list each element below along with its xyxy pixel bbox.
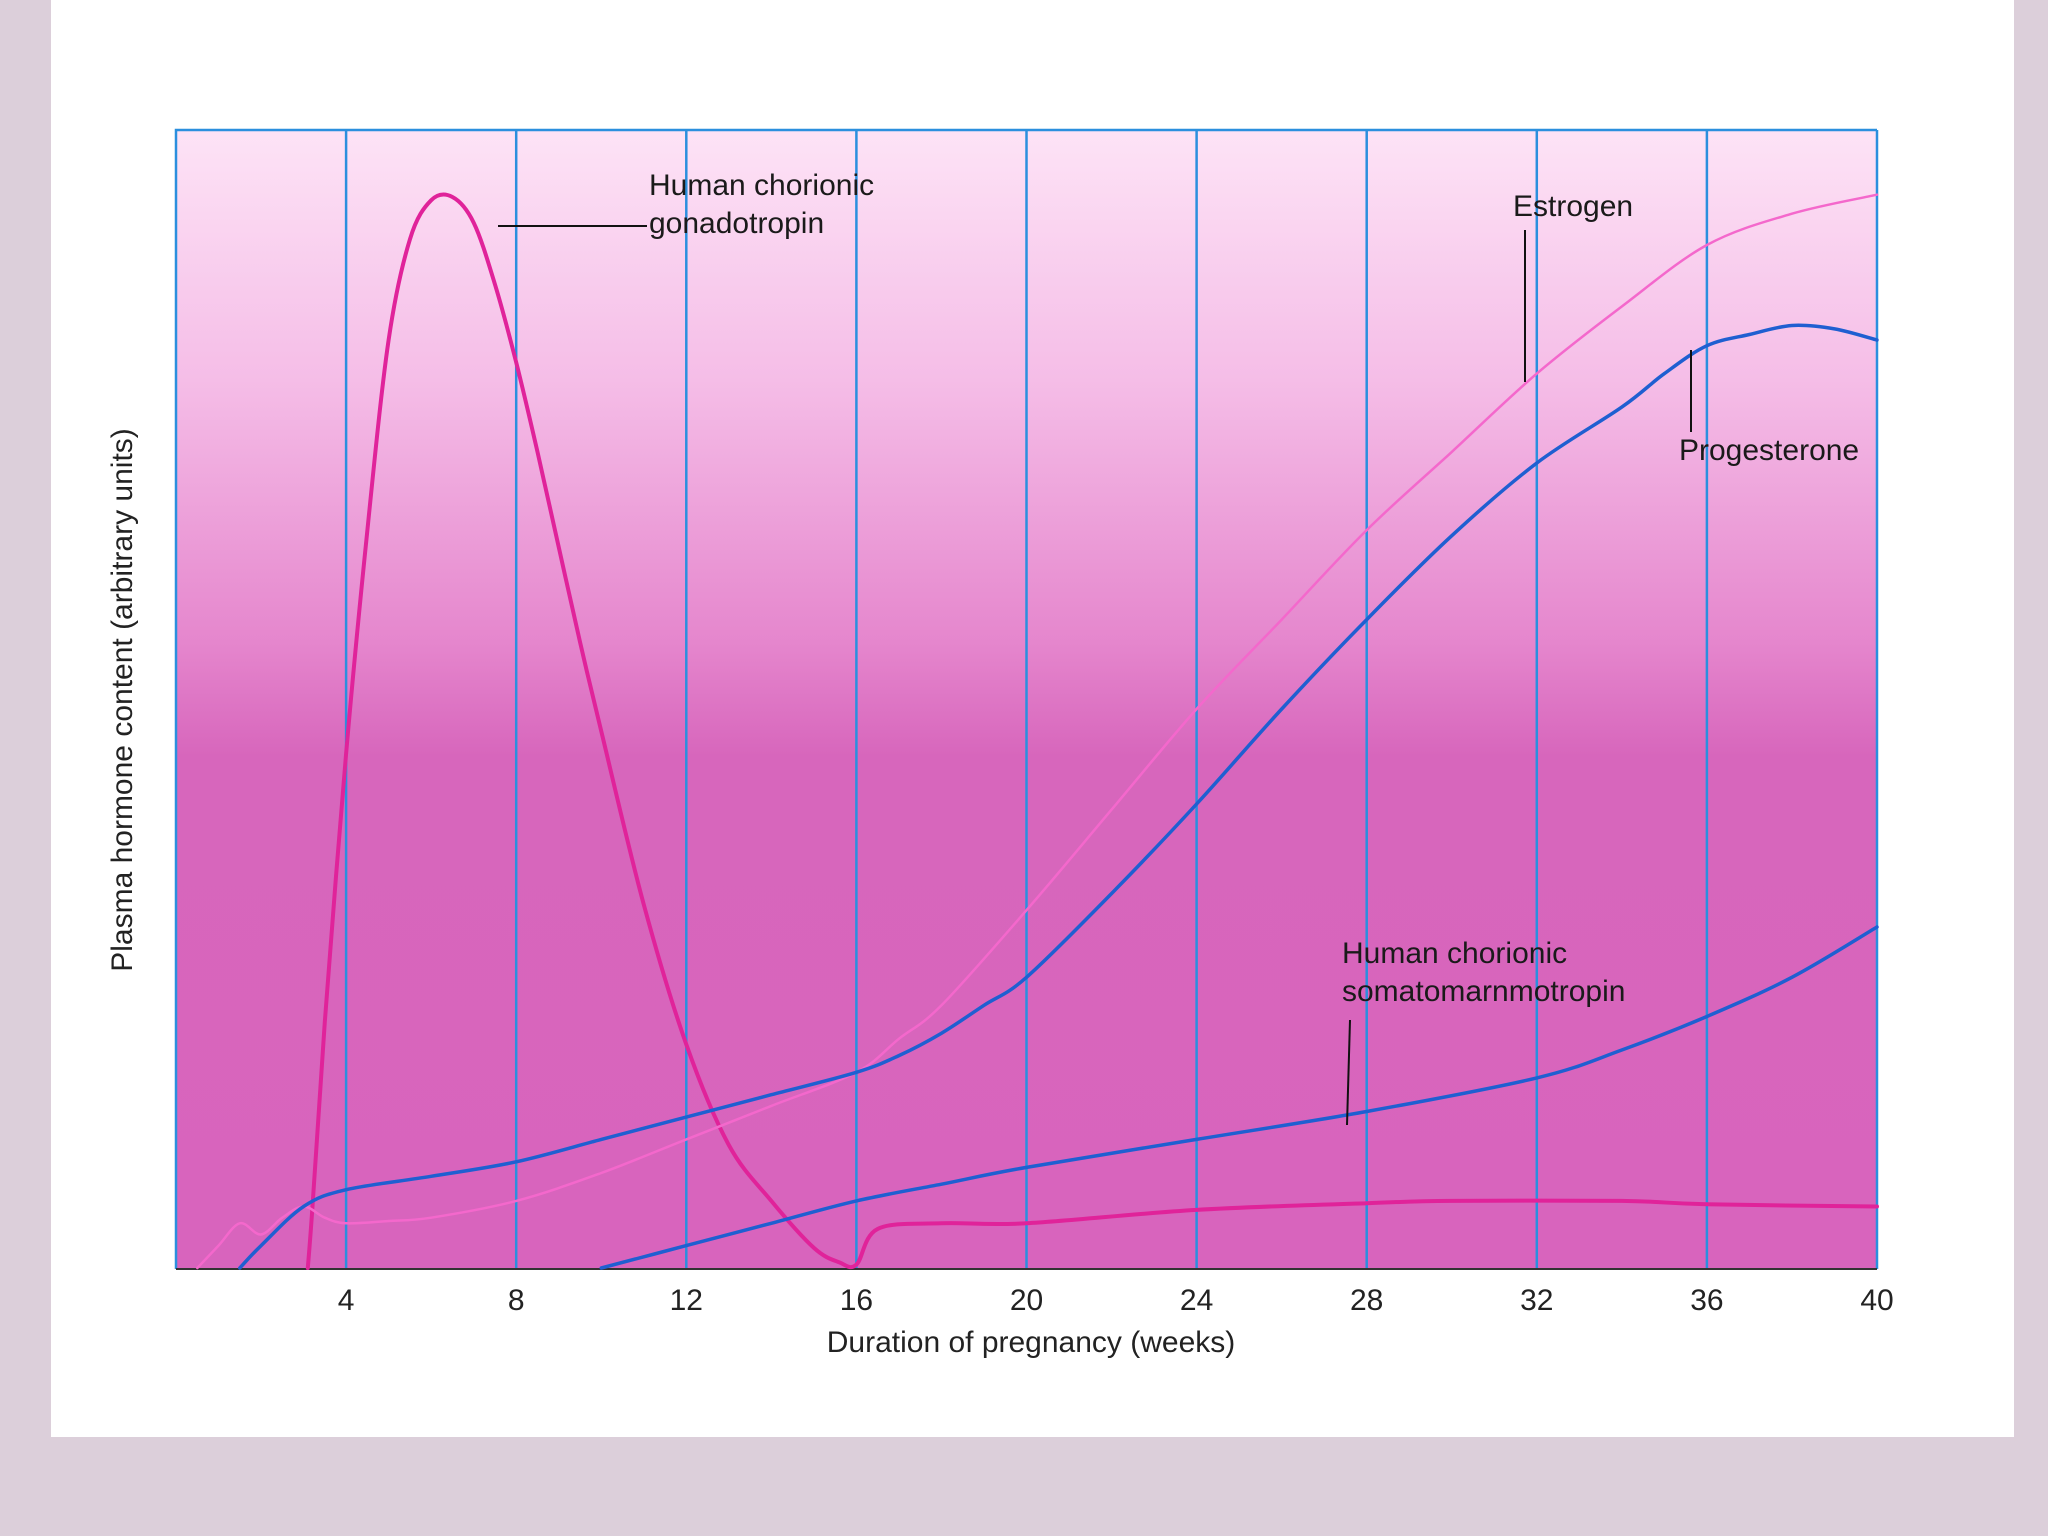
x-tick-label-4: 4 xyxy=(338,1284,355,1317)
series-label-progesterone-1: Progesterone xyxy=(1679,434,1859,467)
x-tick-label-20: 20 xyxy=(1010,1284,1043,1317)
series-label-human-chorionic-somatomarnmotropin-1: Human chorionic xyxy=(1342,937,1567,970)
x-tick-label-16: 16 xyxy=(840,1284,873,1317)
gridlines xyxy=(174,128,1879,1270)
series-line-estrogen xyxy=(196,193,1879,1270)
x-tick-label-8: 8 xyxy=(508,1284,525,1317)
x-tick-labels: 4 8 12 16 20 24 28 32 36 40 xyxy=(338,1284,1894,1317)
hormone-chart: 4 8 12 16 20 24 28 32 36 40 Human chorionic gonado… xyxy=(106,128,1894,1359)
series-label-estrogen-1: Estrogen xyxy=(1513,190,1633,223)
y-axis-title: Plasma hormone content (arbitrary units) xyxy=(106,428,139,972)
series-lines xyxy=(196,192,1879,1270)
series-line-progesterone xyxy=(238,323,1879,1270)
leader-line-human-chorionic-somatomarnmotropin xyxy=(1346,1019,1351,1126)
x-tick-label-32: 32 xyxy=(1520,1284,1553,1317)
plot-frame xyxy=(174,128,1877,1269)
x-tick-label-28: 28 xyxy=(1350,1284,1383,1317)
annotations: Human chorionic gonadotropin Estrogen Proge… xyxy=(498,169,1859,1126)
x-tick-label-36: 36 xyxy=(1690,1284,1723,1317)
series-label-human-chorionic-somatomarnmotropin-2: somatomarnmotropin xyxy=(1342,975,1625,1008)
x-tick-label-12: 12 xyxy=(670,1284,703,1317)
x-axis-title: Duration of pregnancy (weeks) xyxy=(827,1326,1236,1359)
x-tick-label-24: 24 xyxy=(1180,1284,1213,1317)
series-line-human-chorionic-somatomarnmotropin xyxy=(599,925,1879,1270)
page-card: 4 8 12 16 20 24 28 32 36 40 Human chorionic gonado… xyxy=(51,0,2014,1437)
series-label-human-chorionic-gonadotropin-2: gonadotropin xyxy=(649,207,824,240)
x-tick-label-40: 40 xyxy=(1860,1284,1893,1317)
series-label-human-chorionic-gonadotropin-1: Human chorionic xyxy=(649,169,874,202)
series-line-human-chorionic-gonadotropin xyxy=(305,192,1879,1270)
